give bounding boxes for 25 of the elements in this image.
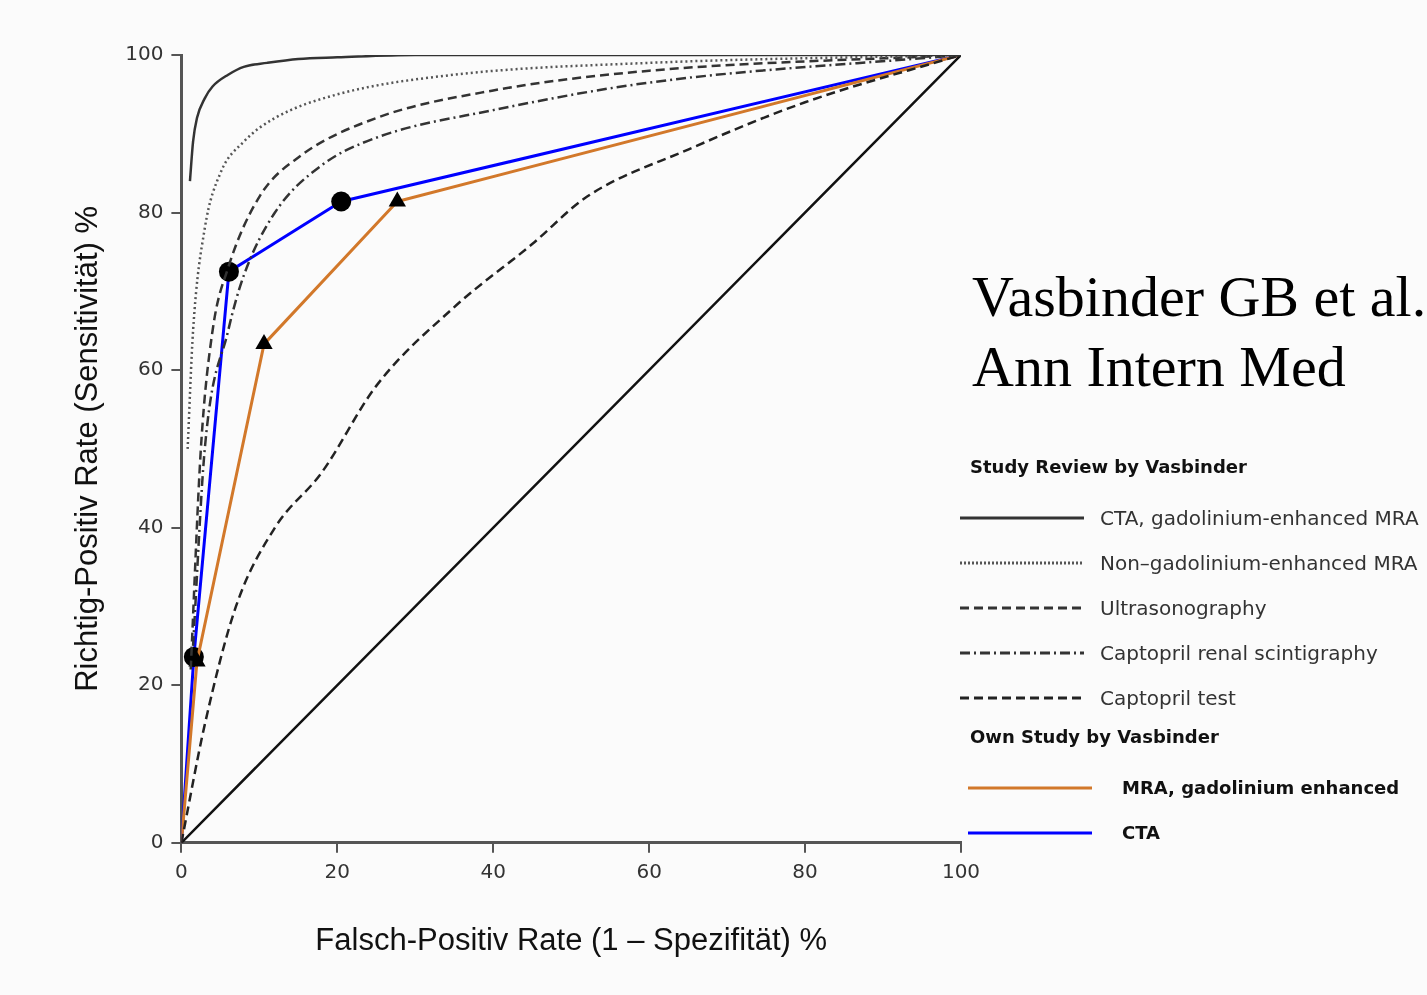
text: CTA, gadolinium-enhanced MRA	[1100, 505, 1419, 530]
y-tick-label: 0	[150, 829, 164, 853]
y-tick-label: 20	[137, 671, 164, 696]
x-tick-label: 80	[792, 859, 818, 883]
x-axis-title: Falsch-Positiv Rate (1 – Spezifität) %	[315, 921, 828, 957]
text: Study Review by Vasbinder	[970, 456, 1248, 477]
text: CTA	[1122, 822, 1161, 843]
text: Captopril renal scintigraphy	[1100, 640, 1378, 665]
y-tick-label: 40	[137, 513, 164, 538]
text: Non–gadolinium-enhanced MRA	[1100, 550, 1418, 575]
text: Ultrasonography	[1100, 595, 1267, 620]
y-tick-label: 100	[125, 41, 164, 66]
text: Own Study by Vasbinder	[970, 726, 1220, 747]
y-tick-label: 80	[137, 198, 164, 223]
text: MRA, gadolinium enhanced	[1122, 777, 1400, 798]
x-tick-label: 0	[175, 859, 188, 883]
x-tick-label: 100	[941, 859, 981, 883]
text: Captopril test	[1100, 685, 1236, 710]
x-tick-label: 40	[480, 859, 506, 883]
x-tick-label: 60	[636, 859, 662, 883]
y-tick-label: 60	[137, 356, 164, 381]
text: Ann Intern Med	[972, 332, 1347, 401]
text: Vasbinder GB et al.	[972, 263, 1427, 331]
x-tick-label: 20	[324, 859, 351, 883]
y-axis-title: Richtig-Positiv Rate (Sensitivität) %	[69, 205, 105, 692]
